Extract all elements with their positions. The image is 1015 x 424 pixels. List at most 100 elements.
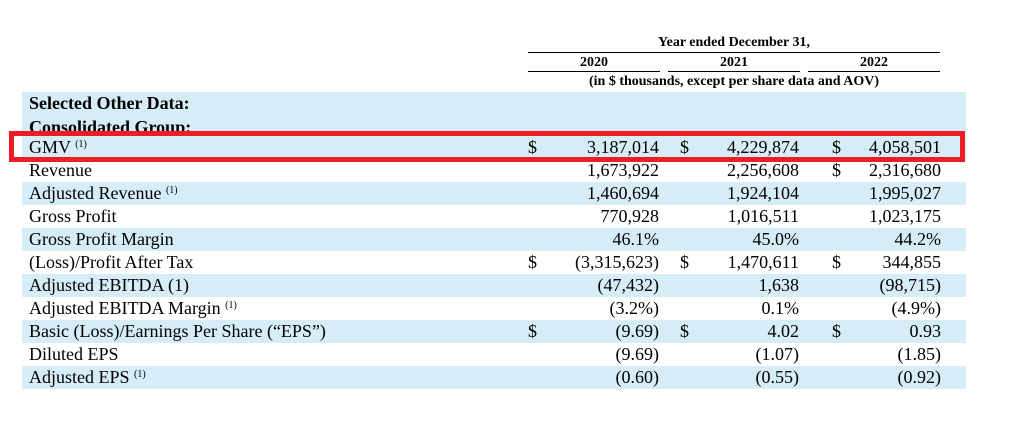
currency-symbol-2022: $ bbox=[832, 160, 841, 180]
value-2020: 770,928 bbox=[600, 206, 660, 226]
units-note: (in $ thousands, except per share data a… bbox=[588, 74, 880, 89]
year-2022-rule bbox=[808, 71, 940, 72]
value-2021: 1,016,511 bbox=[727, 206, 799, 226]
value-2020: 1,673,922 bbox=[587, 160, 659, 180]
value-2021: 4.02 bbox=[767, 321, 800, 341]
row-label: (Loss)/Profit After Tax bbox=[29, 251, 193, 274]
currency-symbol-2022: $ bbox=[832, 321, 841, 341]
row-label: GMV (1) bbox=[29, 136, 87, 159]
year-2021-header: 2021 bbox=[720, 55, 748, 70]
table-row: Revenue 1,673,922 2,256,608 $2,316,680 bbox=[22, 159, 966, 182]
table-row: Adjusted EPS (1) (0.60) (0.55) (0.92) bbox=[22, 366, 966, 389]
year-2021-rule bbox=[668, 71, 800, 72]
value-2022: (0.92) bbox=[897, 367, 942, 387]
year-2020-header: 2020 bbox=[580, 55, 608, 70]
section-consolidated-group: Consolidated Group: bbox=[22, 114, 966, 134]
row-label: Diluted EPS bbox=[29, 343, 119, 366]
year-2022-header: 2022 bbox=[860, 55, 888, 70]
value-2022: (4.9%) bbox=[891, 298, 941, 318]
row-label: Adjusted EPS (1) bbox=[29, 366, 146, 389]
value-2021: 45.0% bbox=[752, 229, 800, 249]
value-2022: 2,316,680 bbox=[869, 160, 941, 180]
row-label-text: Adjusted EBITDA (1) bbox=[29, 275, 189, 295]
value-2020: (47,432) bbox=[597, 275, 660, 295]
value-2020: 3,187,014 bbox=[587, 137, 659, 157]
row-label-text: Revenue bbox=[29, 160, 92, 180]
footnote-marker: (1) bbox=[225, 300, 237, 311]
section-selected-other-data: Selected Other Data: bbox=[22, 92, 966, 115]
row-label-text: Diluted EPS bbox=[29, 344, 119, 364]
row-label: Revenue bbox=[29, 159, 92, 182]
value-2022: 1,995,027 bbox=[869, 183, 941, 203]
currency-symbol-2020: $ bbox=[528, 137, 537, 157]
section-consolidated-label: Consolidated Group: bbox=[29, 117, 192, 134]
value-2020: (3.2%) bbox=[609, 298, 659, 318]
value-2022: (1.85) bbox=[897, 344, 942, 364]
currency-symbol-2022: $ bbox=[832, 252, 841, 272]
value-2022: 44.2% bbox=[894, 229, 942, 249]
period-rule bbox=[528, 52, 940, 53]
year-2020-rule bbox=[528, 71, 660, 72]
row-band bbox=[22, 274, 966, 297]
gmv-highlight-box bbox=[9, 131, 965, 162]
row-label-text: Adjusted Revenue bbox=[29, 183, 162, 203]
row-band bbox=[22, 366, 966, 389]
table-row: (Loss)/Profit After Tax $ (3,315,623) $1,4… bbox=[22, 251, 966, 274]
section-selected-label: Selected Other Data: bbox=[29, 93, 190, 113]
table-row: Gross Profit Margin 46.1% 45.0% 44.2% bbox=[22, 228, 966, 251]
table-row: Gross Profit 770,928 1,016,511 1,023,175 bbox=[22, 205, 966, 228]
footnote-marker: (1) bbox=[165, 185, 178, 196]
row-label: Gross Profit bbox=[29, 205, 117, 228]
currency-symbol-2021: $ bbox=[680, 137, 689, 157]
row-band bbox=[22, 320, 966, 343]
section-band-consolidated bbox=[22, 114, 966, 134]
currency-symbol-2022: $ bbox=[832, 137, 841, 157]
value-2021: 1,924,104 bbox=[727, 183, 799, 203]
value-2021: (1.07) bbox=[755, 344, 800, 364]
value-2021: 1,470,611 bbox=[727, 252, 799, 272]
row-label-text: Adjusted EBITDA Margin bbox=[29, 298, 221, 318]
value-2022: 0.93 bbox=[909, 321, 942, 341]
table-row: Adjusted Revenue (1) 1,460,694 1,924,104 1,… bbox=[22, 182, 966, 205]
row-label: Adjusted EBITDA (1) bbox=[29, 274, 189, 297]
footnote-marker: (1) bbox=[134, 369, 146, 380]
value-2022: 344,855 bbox=[882, 252, 942, 272]
row-label-text: Basic (Loss)/Earnings Per Share (“EPS”) bbox=[29, 321, 326, 341]
value-2020: (9.69) bbox=[615, 344, 660, 364]
value-2021: 1,638 bbox=[758, 275, 800, 295]
table-row: Basic (Loss)/Earnings Per Share (“EPS”) … bbox=[22, 320, 966, 343]
table-row: Adjusted EBITDA Margin (1) (3.2%) 0.1% (4.9… bbox=[22, 297, 966, 320]
value-2021: 2,256,608 bbox=[727, 160, 799, 180]
currency-symbol-2021: $ bbox=[680, 252, 689, 272]
row-label: Adjusted EBITDA Margin (1) bbox=[29, 297, 237, 320]
value-2020: (9.69) bbox=[615, 321, 660, 341]
value-2022: 1,023,175 bbox=[869, 206, 941, 226]
footnote-marker: (1) bbox=[75, 139, 87, 150]
table-row: GMV (1) $3,187,014 $4,229,874 $4,058,501 bbox=[22, 136, 966, 159]
value-2020: 1,460,694 bbox=[587, 183, 659, 203]
table-row: Diluted EPS (9.69) (1.07) (1.85) bbox=[22, 343, 966, 366]
row-label-text: Gross Profit bbox=[29, 206, 117, 226]
section-band-selected bbox=[22, 92, 966, 114]
value-2021: 0.1% bbox=[761, 298, 800, 318]
value-2022: (98,715) bbox=[879, 275, 942, 295]
row-label-text: Adjusted EPS bbox=[29, 367, 130, 387]
row-label-text: (Loss)/Profit After Tax bbox=[29, 252, 194, 272]
row-band bbox=[22, 136, 966, 159]
value-2020: (0.60) bbox=[615, 367, 660, 387]
value-2020: 46.1% bbox=[612, 229, 660, 249]
row-label-text: GMV bbox=[29, 137, 71, 157]
value-2021: (0.55) bbox=[755, 367, 800, 387]
period-header: Year ended December 31, bbox=[658, 35, 810, 50]
value-2022: 4,058,501 bbox=[869, 137, 941, 157]
value-2020: (3,315,623) bbox=[575, 252, 659, 272]
row-label-text: Gross Profit Margin bbox=[29, 229, 174, 249]
row-label: Gross Profit Margin bbox=[29, 228, 174, 251]
row-label: Adjusted Revenue (1) bbox=[29, 182, 178, 205]
value-2021: 4,229,874 bbox=[727, 137, 799, 157]
row-label: Basic (Loss)/Earnings Per Share (“EPS”) bbox=[29, 320, 326, 343]
currency-symbol-2021: $ bbox=[680, 321, 689, 341]
table-row: Adjusted EBITDA (1) (47,432) 1,638 (98,715… bbox=[22, 274, 966, 297]
row-band bbox=[22, 228, 966, 251]
currency-symbol-2020: $ bbox=[528, 252, 537, 272]
